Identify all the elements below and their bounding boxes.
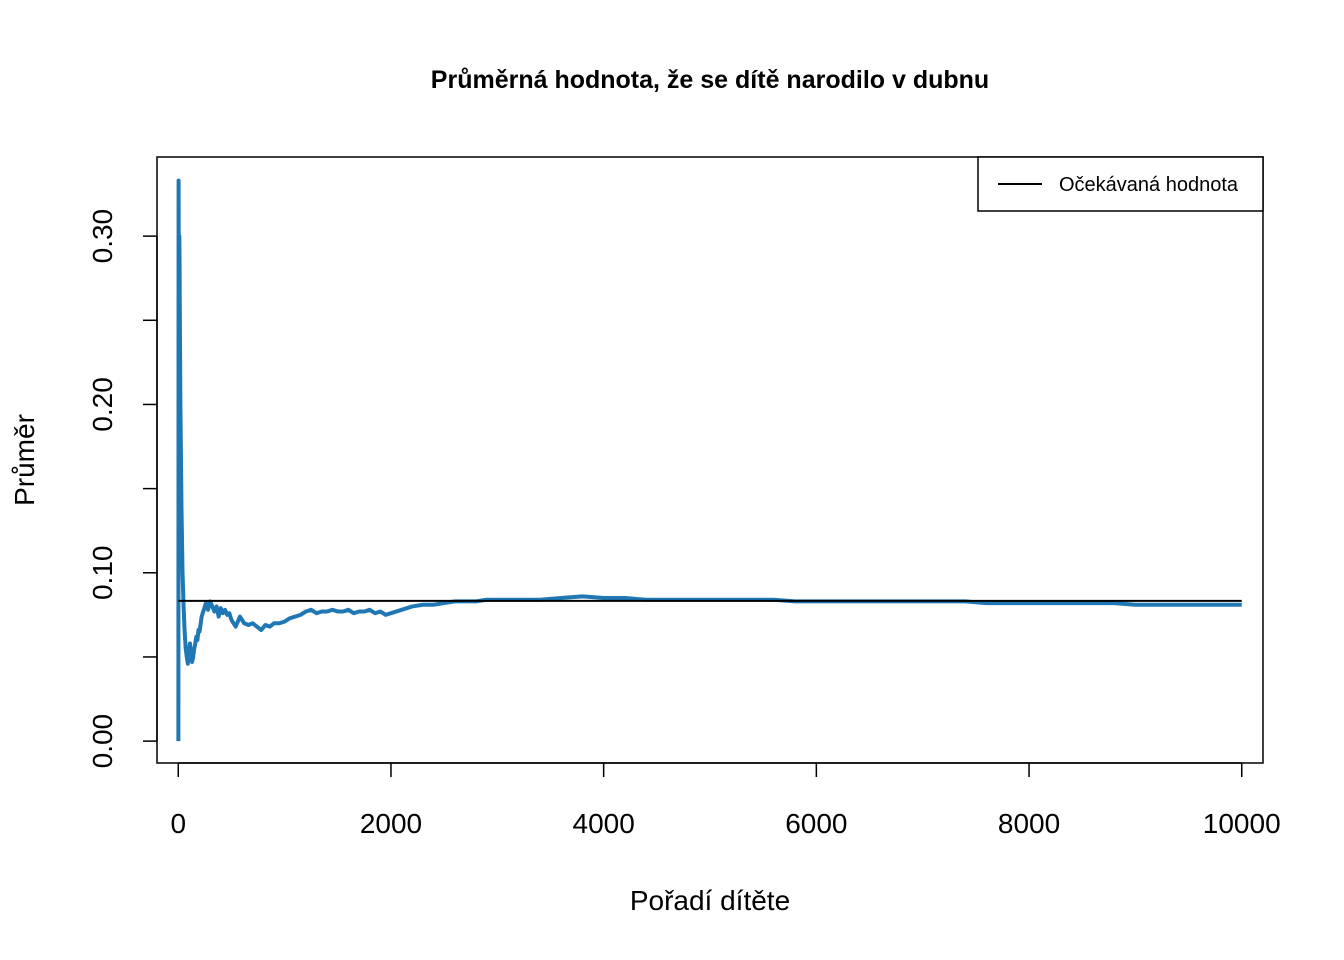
x-tick-label: 0 bbox=[170, 808, 186, 839]
y-axis: 0.00 0.10 0.20 0.30 bbox=[87, 209, 158, 769]
x-axis: 0 2000 4000 6000 8000 10000 bbox=[170, 762, 1281, 839]
series-running-mean-line bbox=[176, 178, 1242, 742]
x-tick-label: 2000 bbox=[360, 808, 422, 839]
x-tick-label: 6000 bbox=[785, 808, 847, 839]
y-tick-label: 0.30 bbox=[87, 209, 118, 264]
legend-label-expected: Očekávaná hodnota bbox=[1059, 174, 1239, 196]
x-tick-label: 8000 bbox=[998, 808, 1060, 839]
y-tick-label: 0.20 bbox=[87, 377, 118, 432]
y-tick-label: 0.10 bbox=[87, 546, 118, 601]
plot-frame bbox=[156, 156, 1264, 764]
legend: Očekávaná hodnota bbox=[977, 156, 1264, 212]
series-layer bbox=[176, 178, 1242, 742]
chart-title: Průměrná hodnota, že se dítě narodilo v … bbox=[431, 66, 989, 94]
x-tick-label: 10000 bbox=[1203, 808, 1281, 839]
x-axis-label: Pořadí dítěte bbox=[630, 885, 790, 916]
y-axis-label: Průměr bbox=[9, 414, 40, 506]
y-tick-label: 0.00 bbox=[87, 714, 118, 769]
x-tick-label: 4000 bbox=[573, 808, 635, 839]
